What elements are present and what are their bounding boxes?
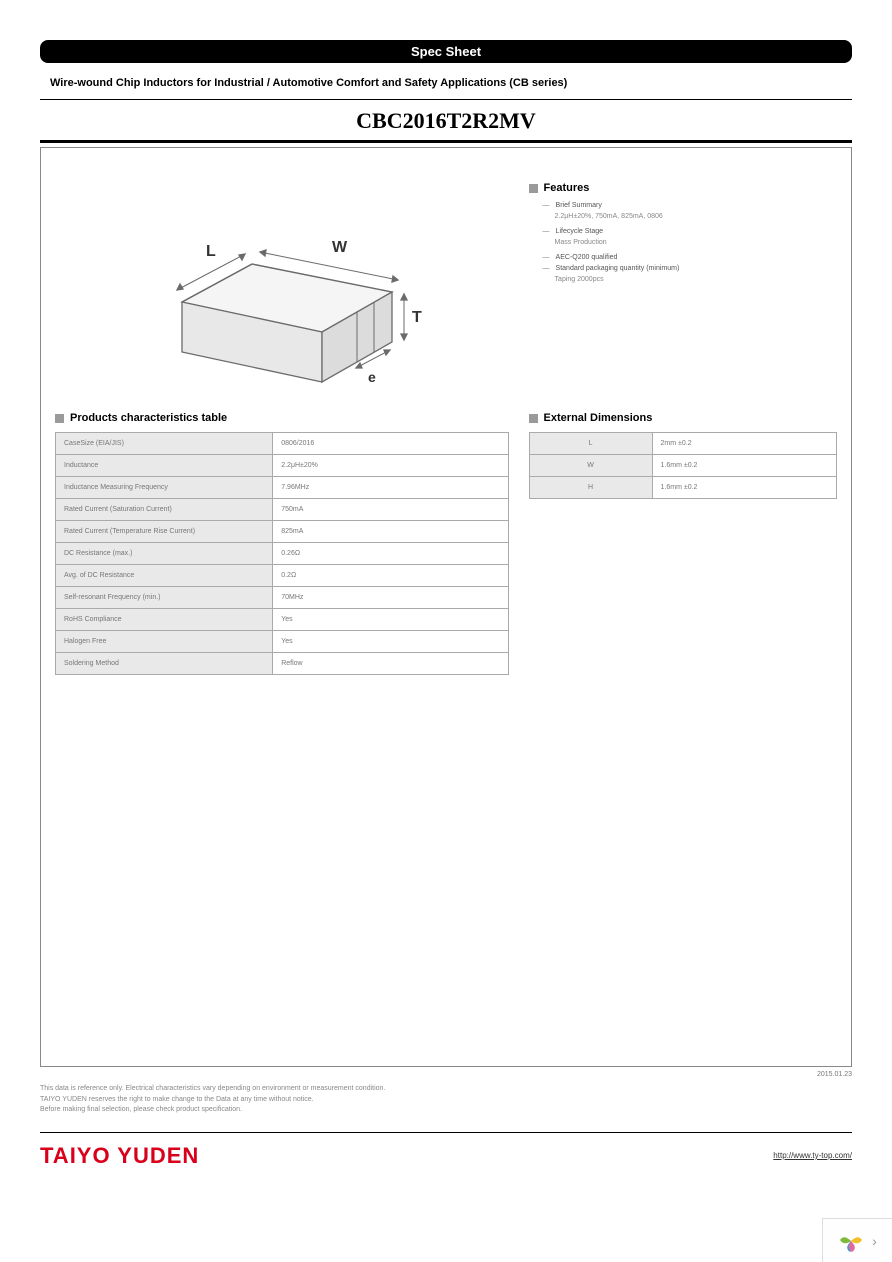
table-row: H1.6mm ±0.2: [529, 477, 836, 499]
table-value: 1.6mm ±0.2: [652, 477, 836, 499]
brand-logo: TAIYO YUDEN: [40, 1143, 199, 1169]
square-bullet-icon: [529, 184, 538, 193]
table-value: 1.6mm ±0.2: [652, 455, 836, 477]
characteristics-section: Products characteristics table CaseSize …: [55, 412, 509, 675]
table-key: H: [529, 477, 652, 499]
table-value: 2.2μH±20%: [273, 455, 508, 477]
feature-label: Standard packaging quantity (minimum): [556, 265, 680, 272]
feature-label: AEC-Q200 qualified: [556, 254, 618, 261]
dash-icon: —: [543, 254, 550, 261]
disclaimer: This data is reference only. Electrical …: [40, 1084, 852, 1116]
table-value: Reflow: [273, 653, 508, 675]
table-row: Avg. of DC Resistance0.2Ω: [56, 565, 509, 587]
feature-item: — AEC-Q200 qualified: [543, 254, 837, 261]
footer: TAIYO YUDEN http://www.ty-top.com/: [40, 1143, 852, 1169]
table-row: W1.6mm ±0.2: [529, 455, 836, 477]
table-row: Halogen FreeYes: [56, 631, 509, 653]
feature-item: — Brief Summary: [543, 202, 837, 209]
table-key: Rated Current (Temperature Rise Current): [56, 521, 273, 543]
table-row: L2mm ±0.2: [529, 433, 836, 455]
table-key: L: [529, 433, 652, 455]
chevron-right-icon: ›: [872, 1233, 877, 1249]
petal-logo-icon: [838, 1228, 864, 1254]
characteristics-table: CaseSize (EIA/JIS)0806/2016Inductance2.2…: [55, 432, 509, 675]
dim-label-e: e: [368, 369, 376, 385]
page-nav-widget[interactable]: ›: [822, 1218, 892, 1262]
table-value: Yes: [273, 631, 508, 653]
table-row: DC Resistance (max.)0.26Ω: [56, 543, 509, 565]
table-value: 7.96MHz: [273, 477, 508, 499]
square-bullet-icon: [55, 414, 64, 423]
main-content-box: L W T e Features — Brief Summary 2.2μH±20%…: [40, 147, 852, 1067]
company-url[interactable]: http://www.ty-top.com/: [773, 1151, 852, 1160]
feature-sub: 2.2μH±20%, 750mA, 825mA, 0806: [543, 213, 837, 220]
table-row: Inductance Measuring Frequency7.96MHz: [56, 477, 509, 499]
dimensions-table: L2mm ±0.2W1.6mm ±0.2H1.6mm ±0.2: [529, 432, 837, 499]
table-value: 750mA: [273, 499, 508, 521]
table-row: Rated Current (Temperature Rise Current)…: [56, 521, 509, 543]
table-key: Avg. of DC Resistance: [56, 565, 273, 587]
table-row: Self-resonant Frequency (min.)70MHz: [56, 587, 509, 609]
table-key: W: [529, 455, 652, 477]
table-row: CaseSize (EIA/JIS)0806/2016: [56, 433, 509, 455]
feature-sub: Mass Production: [543, 239, 837, 246]
feature-item: — Lifecycle Stage: [543, 228, 837, 235]
dash-icon: —: [543, 202, 550, 209]
table-key: Inductance: [56, 455, 273, 477]
table-key: Self-resonant Frequency (min.): [56, 587, 273, 609]
features-heading: Features: [529, 182, 837, 194]
table-row: Inductance2.2μH±20%: [56, 455, 509, 477]
characteristics-heading: Products characteristics table: [55, 412, 509, 424]
table-value: 0806/2016: [273, 433, 508, 455]
dash-icon: —: [543, 228, 550, 235]
divider-thick: [40, 140, 852, 143]
table-value: 825mA: [273, 521, 508, 543]
table-value: 2mm ±0.2: [652, 433, 836, 455]
package-diagram: L W T e: [55, 162, 509, 402]
table-key: Soldering Method: [56, 653, 273, 675]
features-section: Features — Brief Summary 2.2μH±20%, 750mA,…: [529, 162, 837, 402]
feature-sub: Taping 2000pcs: [543, 276, 837, 283]
date-stamp: 2015.01.23: [40, 1071, 852, 1078]
chip-3d-icon: L W T e: [142, 182, 422, 402]
table-value: 70MHz: [273, 587, 508, 609]
square-bullet-icon: [529, 414, 538, 423]
dim-label-w: W: [332, 239, 348, 256]
features-heading-text: Features: [544, 182, 590, 194]
disclaimer-line: Before making final selection, please ch…: [40, 1105, 852, 1116]
characteristics-heading-text: Products characteristics table: [70, 412, 227, 424]
subtitle: Wire-wound Chip Inductors for Industrial…: [40, 77, 852, 99]
table-key: DC Resistance (max.): [56, 543, 273, 565]
feature-label: Brief Summary: [556, 202, 602, 209]
feature-label: Lifecycle Stage: [556, 228, 603, 235]
footer-divider: [40, 1132, 852, 1133]
table-key: Halogen Free: [56, 631, 273, 653]
dim-label-l: L: [206, 243, 216, 260]
table-value: 0.26Ω: [273, 543, 508, 565]
dash-icon: —: [543, 265, 550, 272]
dimensions-heading-text: External Dimensions: [544, 412, 653, 424]
table-value: 0.2Ω: [273, 565, 508, 587]
table-key: Inductance Measuring Frequency: [56, 477, 273, 499]
disclaimer-line: TAIYO YUDEN reserves the right to make c…: [40, 1095, 852, 1106]
dimensions-heading: External Dimensions: [529, 412, 837, 424]
spec-banner: Spec Sheet: [40, 40, 852, 63]
part-number: CBC2016T2R2MV: [40, 100, 852, 140]
table-row: Rated Current (Saturation Current)750mA: [56, 499, 509, 521]
disclaimer-line: This data is reference only. Electrical …: [40, 1084, 852, 1095]
table-value: Yes: [273, 609, 508, 631]
table-row: Soldering MethodReflow: [56, 653, 509, 675]
table-key: RoHS Compliance: [56, 609, 273, 631]
dim-label-t: T: [412, 309, 422, 326]
dimensions-section: External Dimensions L2mm ±0.2W1.6mm ±0.2…: [529, 412, 837, 675]
feature-item: — Standard packaging quantity (minimum): [543, 265, 837, 272]
table-key: Rated Current (Saturation Current): [56, 499, 273, 521]
table-row: RoHS ComplianceYes: [56, 609, 509, 631]
table-key: CaseSize (EIA/JIS): [56, 433, 273, 455]
